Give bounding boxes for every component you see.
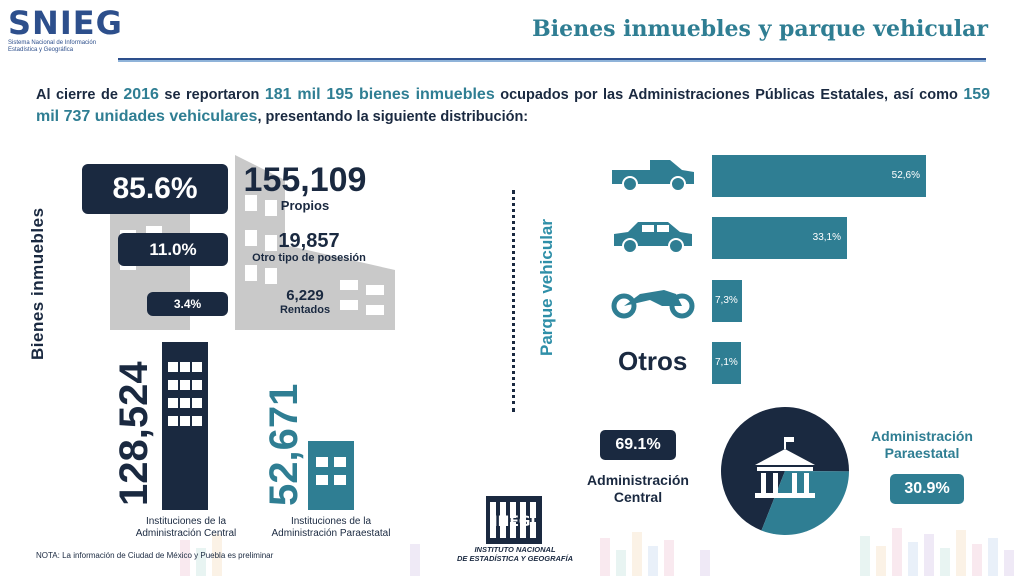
paraestatal-building-icon bbox=[308, 441, 354, 510]
paraestatal-pct-badge: 30.9% bbox=[890, 474, 964, 504]
vehiculos-highlight: 159 mil 737 unidades vehiculares bbox=[36, 86, 991, 125]
vehicle-bar-1: 33,1% bbox=[712, 217, 847, 259]
central-institutions-label: Instituciones de la Administración Centra… bbox=[135, 516, 237, 539]
vehicle-bar-value-1: 33,1% bbox=[812, 232, 841, 243]
section-divider bbox=[512, 190, 515, 412]
bienes-highlight: 181 mil 195 bienes inmuebles bbox=[264, 86, 495, 103]
inegi-logo: INEGI bbox=[486, 496, 542, 544]
vehicle-bar-3: 7,1% bbox=[712, 342, 741, 384]
otros-label: Otros bbox=[618, 346, 688, 376]
footnote: NOTA: La información de Ciudad de México… bbox=[36, 551, 274, 560]
pickup-truck-icon bbox=[612, 160, 694, 192]
pct-propios-badge: 85.6% bbox=[82, 164, 228, 214]
parque-vehicular-label: Parque vehicular bbox=[537, 218, 556, 356]
vehicle-bar-value-2: 7,3% bbox=[715, 295, 738, 306]
government-building-icon bbox=[755, 437, 815, 498]
central-pct-badge: 69.1% bbox=[600, 430, 676, 460]
title-divider bbox=[118, 58, 986, 62]
paraestatal-count: 52,671 bbox=[262, 383, 306, 506]
svg-text:INEGI: INEGI bbox=[492, 514, 535, 530]
central-pie-label: Administración Central bbox=[587, 472, 689, 505]
vehicle-bar-0: 52,6% bbox=[712, 155, 926, 197]
inegi-name: INSTITUTO NACIONAL DE ESTADÍSTICA Y GEOGR… bbox=[457, 545, 573, 563]
motorcycle-icon bbox=[611, 290, 695, 319]
propios-count: 155,109 Propios bbox=[243, 161, 367, 213]
rentados-count: 6,229 Rentados bbox=[279, 287, 331, 316]
vehicle-bar-value-0: 52,6% bbox=[891, 170, 920, 181]
vehicle-bar-value-3: 7,1% bbox=[715, 357, 738, 368]
paraestatal-pie-label: Administración Paraestatal bbox=[871, 428, 973, 461]
intro-paragraph: Al cierre de 2016 se reportaron 181 mil … bbox=[36, 86, 991, 125]
pct-otro-badge: 11.0% bbox=[118, 233, 228, 266]
otro-tipo-count: 19,857 Otro tipo de posesión bbox=[252, 230, 366, 264]
bienes-inmuebles-label: Bienes inmuebles bbox=[28, 207, 47, 360]
administration-pie-chart bbox=[721, 407, 849, 535]
pie-slice-1 bbox=[761, 471, 849, 535]
logo-subtitle: Sistema Nacional de Información Estadíst… bbox=[8, 40, 97, 53]
pct-rentados-badge: 3.4% bbox=[147, 292, 228, 316]
central-count: 128,524 bbox=[112, 361, 156, 506]
paraestatal-institutions-label: Instituciones de la Administración Paraes… bbox=[271, 516, 391, 539]
vehicle-bar-2: 7,3% bbox=[712, 280, 742, 322]
snieg-logo: SNIEG bbox=[8, 4, 123, 42]
year-highlight: 2016 bbox=[123, 86, 159, 103]
page-title: Bienes inmuebles y parque vehicular bbox=[532, 16, 988, 42]
car-icon bbox=[614, 222, 692, 254]
decorative-stripes bbox=[180, 528, 1014, 576]
central-building-icon bbox=[162, 342, 208, 510]
